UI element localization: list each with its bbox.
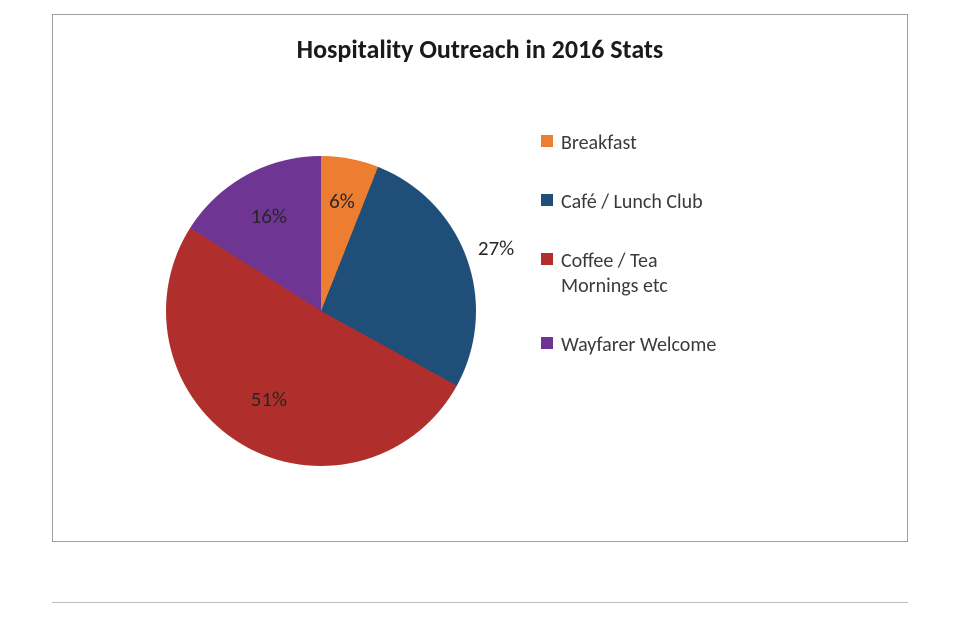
chart-frame: Hospitality Outreach in 2016 Stats 6% 27%… xyxy=(52,14,908,542)
slice-percent: 51% xyxy=(251,386,287,412)
legend-label: Breakfast xyxy=(561,131,637,156)
slice-percent: 27% xyxy=(478,235,514,261)
legend-item: Breakfast xyxy=(541,131,871,156)
legend-item: Wayfarer Welcome xyxy=(541,333,871,358)
legend-swatch xyxy=(541,337,553,349)
legend-item: Café / Lunch Club xyxy=(541,190,871,215)
legend-swatch xyxy=(541,194,553,206)
divider-line xyxy=(52,602,908,603)
legend: Breakfast Café / Lunch Club Coffee / Tea M… xyxy=(541,131,871,392)
legend-label: Café / Lunch Club xyxy=(561,190,703,215)
legend-label: Wayfarer Welcome xyxy=(561,333,716,358)
pie-chart: 6%27%51%16% xyxy=(166,156,476,466)
slice-percent: 16% xyxy=(251,203,287,229)
legend-swatch xyxy=(541,135,553,147)
legend-item: Coffee / Tea Mornings etc xyxy=(541,249,871,299)
pie-disc xyxy=(166,156,476,466)
chart-title: Hospitality Outreach in 2016 Stats xyxy=(53,33,907,65)
slice-percent: 6% xyxy=(329,188,355,214)
legend-label: Coffee / Tea Mornings etc xyxy=(561,249,668,299)
legend-swatch xyxy=(541,253,553,265)
